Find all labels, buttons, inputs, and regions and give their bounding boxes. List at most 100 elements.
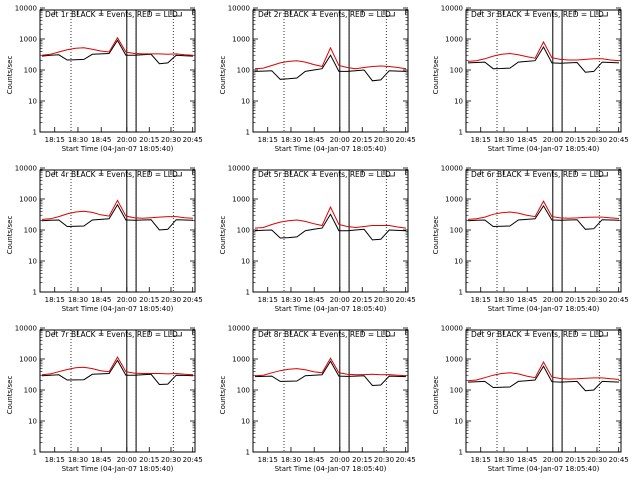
x-axis-label: Start Time (04-Jan-07 18:05:40) (62, 145, 174, 153)
y-tick-label: 1000 (19, 36, 37, 44)
y-tick-label: 100 (237, 387, 250, 395)
x-tick-label: 20:00 (330, 456, 350, 464)
y-tick-label: 10 (454, 98, 463, 106)
x-tick-label: 18:45 (91, 296, 111, 304)
y-tick-label: 10 (454, 258, 463, 266)
x-tick-label: 18:30 (281, 456, 301, 464)
y-tick-label: 1000 (232, 196, 250, 204)
panel-det-1: Det 1r BLACK = Events, RED = LLD 1 10 100 10… (6, 5, 203, 154)
x-tick-label: 20:15 (565, 136, 585, 144)
x-tick-label: 20:30 (161, 456, 181, 464)
bracket-mark (385, 332, 395, 337)
panel-title: Det 9r BLACK = Events, RED = LLD (471, 330, 604, 339)
x-axis-label: Start Time (04-Jan-07 18:05:40) (275, 465, 387, 473)
x-tick-label: 20:45 (183, 296, 203, 304)
x-tick-label: 18:45 (91, 456, 111, 464)
y-tick-label: 100 (450, 67, 463, 75)
x-tick-label: 20:15 (139, 456, 159, 464)
x-tick-label: 20:45 (609, 136, 629, 144)
x-tick-label: 20:45 (183, 456, 203, 464)
plot-frame (252, 9, 409, 133)
x-tick-label: 20:00 (543, 296, 563, 304)
x-tick-label: 18:30 (494, 456, 514, 464)
y-axis-label: Counts/sec (432, 216, 440, 255)
y-tick-label: 100 (237, 227, 250, 235)
series-line-lld (41, 356, 194, 376)
series-line-events (41, 203, 194, 231)
plot-frame (39, 329, 196, 453)
panel-det-6: Det 6r BLACK = Events, RED = LLD 1 10 100 10… (432, 165, 629, 314)
y-axis-label: Counts/sec (432, 56, 440, 95)
x-tick-label: 20:30 (374, 456, 394, 464)
x-tick-label: 20:00 (543, 456, 563, 464)
x-tick-label: 20:15 (565, 296, 585, 304)
y-tick-label: 1 (33, 289, 37, 297)
series-line-events (254, 54, 407, 82)
y-axis-label: Counts/sec (432, 376, 440, 415)
panel-title: Det 1r BLACK = Events, RED = LLD (45, 10, 178, 19)
y-tick-label: 100 (450, 387, 463, 395)
series-line-lld (254, 357, 407, 377)
x-tick-label: 20:30 (587, 456, 607, 464)
y-tick-label: 10 (28, 258, 37, 266)
plot-frame (252, 169, 409, 293)
panel-title: Det 5r BLACK = Events, RED = LLD (258, 170, 391, 179)
y-axis-label: Counts/sec (6, 376, 14, 415)
x-tick-label: 18:30 (281, 136, 301, 144)
panel-det-8: Det 8r BLACK = Events, RED = LLD 1 10 100 10… (219, 325, 416, 474)
x-tick-label: 20:00 (543, 136, 563, 144)
y-tick-label: 1 (459, 449, 463, 457)
panel-title: Det 4r BLACK = Events, RED = LLD (45, 170, 178, 179)
x-tick-label: 18:45 (304, 456, 324, 464)
y-tick-label: 1000 (232, 36, 250, 44)
y-tick-label: 100 (24, 227, 37, 235)
y-tick-label: 10000 (228, 165, 250, 173)
y-tick-label: 10 (28, 418, 37, 426)
x-tick-label: 18:15 (471, 456, 491, 464)
y-tick-label: 1000 (232, 356, 250, 364)
plot-frame (465, 9, 622, 133)
x-tick-label: 20:15 (565, 456, 585, 464)
panel-det-3: Det 3r BLACK = Events, RED = LLD 1 10 100 10… (432, 5, 629, 154)
bracket-mark (172, 172, 182, 177)
x-tick-label: 18:15 (258, 296, 278, 304)
y-tick-label: 1000 (19, 196, 37, 204)
bracket-mark (598, 332, 608, 337)
x-tick-label: 20:00 (117, 456, 137, 464)
panel-title: Det 6r BLACK = Events, RED = LLD (471, 170, 604, 179)
y-tick-label: 10000 (15, 165, 37, 173)
x-tick-label: 20:45 (609, 296, 629, 304)
y-tick-label: 1 (459, 129, 463, 137)
x-tick-label: 20:45 (183, 136, 203, 144)
y-tick-label: 1 (33, 449, 37, 457)
series-line-lld (467, 360, 620, 382)
x-tick-label: 20:45 (609, 456, 629, 464)
y-tick-label: 1 (246, 449, 250, 457)
x-tick-label: 18:15 (471, 136, 491, 144)
y-tick-label: 10000 (228, 5, 250, 13)
x-tick-label: 18:15 (45, 136, 65, 144)
y-tick-label: 10 (28, 98, 37, 106)
plot-frame (39, 169, 196, 293)
y-axis-label: Counts/sec (219, 216, 227, 255)
bracket-mark (598, 172, 608, 177)
panel-det-7: Det 7r BLACK = Events, RED = LLD 1 10 100 10… (6, 325, 203, 474)
series-line-events (467, 204, 620, 230)
plot-frame (465, 169, 622, 293)
y-tick-label: 10000 (228, 325, 250, 333)
x-tick-label: 18:30 (68, 456, 88, 464)
bracket-mark (385, 12, 395, 17)
x-axis-label: Start Time (04-Jan-07 18:05:40) (62, 305, 174, 313)
series-line-events (254, 213, 407, 241)
x-tick-label: 20:15 (352, 296, 372, 304)
x-tick-label: 20:30 (587, 136, 607, 144)
y-tick-label: 1000 (445, 36, 463, 44)
panel-det-9: Det 9r BLACK = Events, RED = LLD 1 10 100 10… (432, 325, 629, 474)
x-tick-label: 18:45 (304, 296, 324, 304)
plot-frame (465, 329, 622, 453)
bracket-mark (598, 12, 608, 17)
x-tick-label: 18:15 (471, 296, 491, 304)
x-tick-label: 18:30 (281, 296, 301, 304)
